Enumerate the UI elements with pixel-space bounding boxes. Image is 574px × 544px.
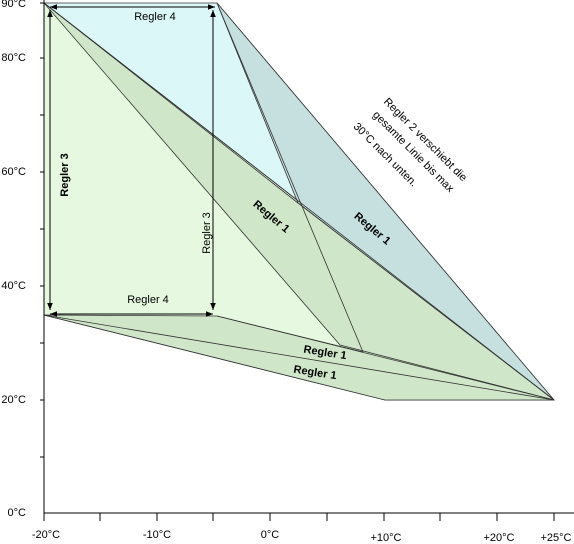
y-tick-label: 90°C [1,0,26,10]
x-tick-label: +10°C [370,532,401,544]
arrows [47,4,216,317]
y-tick-label: 0°C [8,507,27,519]
x-labels: -20°C -10°C 0°C +10°C +20°C +25°C [32,529,572,544]
y-tick-label: 80°C [1,52,26,64]
y-tick-label: 40°C [1,280,26,292]
regions [42,2,556,401]
y-tick-label: 20°C [1,394,26,406]
curve-line [216,2,364,353]
x-tick-label: 0°C [261,529,280,541]
label: Regler 4 [127,294,169,306]
x-tick-label: -20°C [32,529,60,541]
label: Regler 3 [59,153,71,196]
ticks [40,2,555,521]
label: Regler 3 [201,212,213,254]
curve-line [43,2,555,401]
x-tick-label: +25°C [540,532,571,544]
y-labels: 90°C 80°C 60°C 40°C 20°C 0°C [1,0,26,519]
y-tick-label: 60°C [1,166,26,178]
x-tick-label: +20°C [483,532,514,544]
x-tick-label: -10°C [143,529,171,541]
label: Regler 4 [134,11,176,23]
axes [40,0,574,521]
curve-line [216,315,364,353]
curve-line [43,314,555,401]
